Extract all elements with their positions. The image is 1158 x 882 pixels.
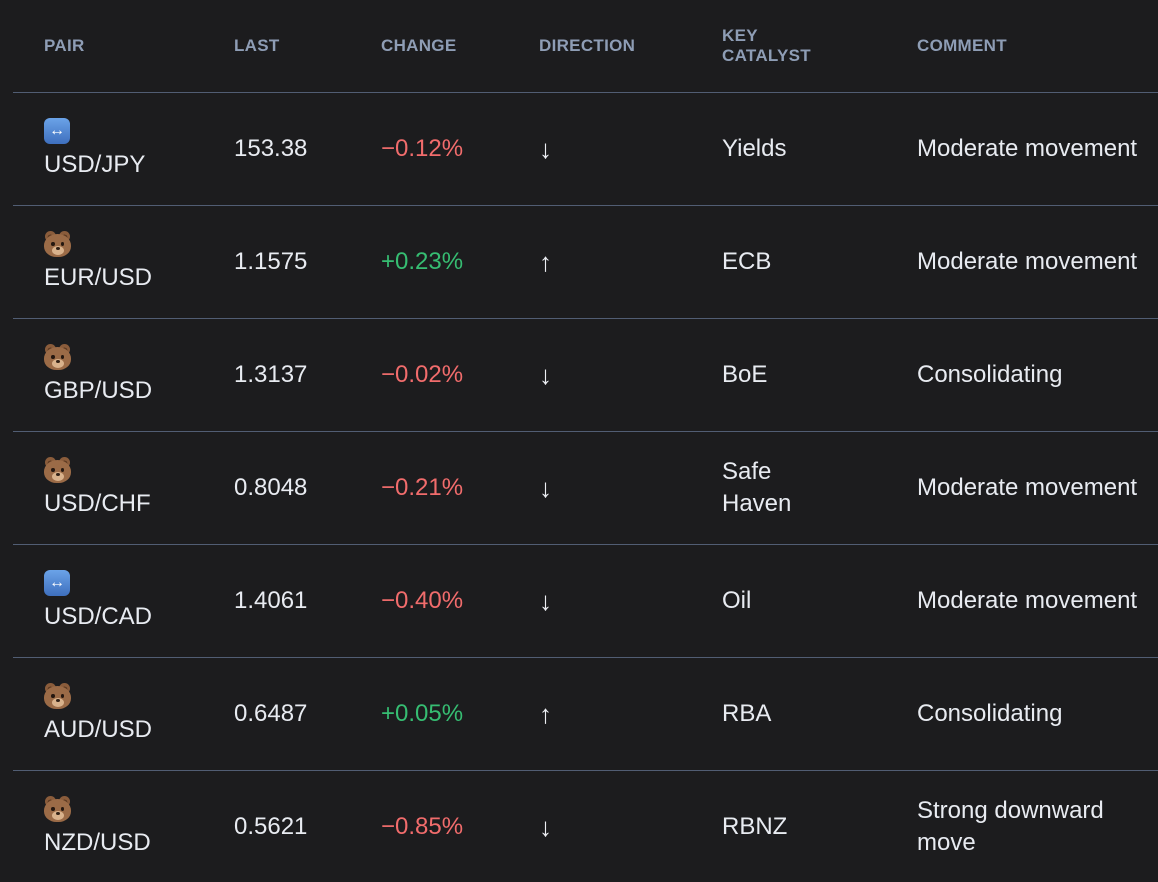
last-price-value: 153.38 — [203, 92, 350, 206]
forex-pairs-table: PAIR LAST CHANGE DIRECTION KEY CATALYST … — [13, 0, 1158, 882]
left-right-arrow-icon — [44, 569, 70, 596]
column-header-pair: PAIR — [13, 0, 203, 93]
key-catalyst-value: RBA — [691, 657, 886, 771]
bear-face-icon — [44, 682, 71, 709]
change-percent-value: −0.02% — [350, 318, 508, 432]
comment-value: Consolidating — [886, 318, 1158, 432]
last-price-value: 1.1575 — [203, 205, 350, 319]
comment-value: Consolidating — [886, 657, 1158, 771]
direction-arrow-icon: ↑ — [508, 205, 691, 319]
last-price-value: 1.3137 — [203, 318, 350, 432]
bear-face-icon — [44, 795, 71, 822]
column-header-change: CHANGE — [350, 0, 508, 93]
pair-cell: USD/CHF — [13, 431, 203, 545]
comment-value: Moderate movement — [886, 431, 1158, 545]
change-percent-value: +0.23% — [350, 205, 508, 319]
change-percent-value: −0.21% — [350, 431, 508, 545]
pair-cell: USD/CAD — [13, 544, 203, 658]
column-header-last: LAST — [203, 0, 350, 93]
change-percent-value: −0.85% — [350, 770, 508, 882]
change-percent-value: +0.05% — [350, 657, 508, 771]
pair-cell: GBP/USD — [13, 318, 203, 432]
table-row: NZD/USD 0.5621 −0.85% ↓ RBNZ Strong down… — [13, 770, 1158, 882]
key-catalyst-value: RBNZ — [691, 770, 886, 882]
table-row: AUD/USD 0.6487 +0.05% ↑ RBA Consolidatin… — [13, 657, 1158, 771]
bear-face-icon — [44, 343, 71, 370]
pair-label: USD/CAD — [44, 602, 153, 630]
comment-value: Strong downward move — [886, 770, 1158, 882]
key-catalyst-value: Oil — [691, 544, 886, 658]
pair-cell: USD/JPY — [13, 92, 203, 206]
pair-label: EUR/USD — [44, 263, 153, 291]
comment-value: Moderate movement — [886, 544, 1158, 658]
table-row: USD/CHF 0.8048 −0.21% ↓ Safe Haven Moder… — [13, 431, 1158, 545]
pair-cell: AUD/USD — [13, 657, 203, 771]
pair-label: AUD/USD — [44, 715, 153, 743]
key-catalyst-value: ECB — [691, 205, 886, 319]
table-row: GBP/USD 1.3137 −0.02% ↓ BoE Consolidatin… — [13, 318, 1158, 432]
key-catalyst-value: Safe Haven — [691, 431, 886, 545]
pair-label: USD/CHF — [44, 489, 151, 517]
bear-face-icon — [44, 456, 71, 483]
last-price-value: 0.5621 — [203, 770, 350, 882]
table-row: EUR/USD 1.1575 +0.23% ↑ ECB Moderate mov… — [13, 205, 1158, 319]
key-catalyst-value: BoE — [691, 318, 886, 432]
bear-face-icon — [44, 230, 71, 257]
change-percent-value: −0.40% — [350, 544, 508, 658]
last-price-value: 1.4061 — [203, 544, 350, 658]
table-row: USD/CAD 1.4061 −0.40% ↓ Oil Moderate mov… — [13, 544, 1158, 658]
pair-label: USD/JPY — [44, 150, 146, 178]
pair-cell: NZD/USD — [13, 770, 203, 882]
key-catalyst-value: Yields — [691, 92, 886, 206]
direction-arrow-icon: ↓ — [508, 318, 691, 432]
column-header-direction: DIRECTION — [508, 0, 691, 93]
pair-cell: EUR/USD — [13, 205, 203, 319]
direction-arrow-icon: ↓ — [508, 544, 691, 658]
pair-label: NZD/USD — [44, 828, 151, 856]
table-row: USD/JPY 153.38 −0.12% ↓ Yields Moderate … — [13, 92, 1158, 206]
column-header-comment: COMMENT — [886, 0, 1158, 93]
comment-value: Moderate movement — [886, 92, 1158, 206]
column-header-key-catalyst: KEY CATALYST — [691, 0, 886, 93]
direction-arrow-icon: ↓ — [508, 770, 691, 882]
pair-label: GBP/USD — [44, 376, 153, 404]
table-header-row: PAIR LAST CHANGE DIRECTION KEY CATALYST … — [13, 0, 1158, 93]
left-right-arrow-icon — [44, 117, 70, 144]
direction-arrow-icon: ↓ — [508, 92, 691, 206]
change-percent-value: −0.12% — [350, 92, 508, 206]
direction-arrow-icon: ↑ — [508, 657, 691, 771]
comment-value: Moderate movement — [886, 205, 1158, 319]
direction-arrow-icon: ↓ — [508, 431, 691, 545]
last-price-value: 0.8048 — [203, 431, 350, 545]
last-price-value: 0.6487 — [203, 657, 350, 771]
